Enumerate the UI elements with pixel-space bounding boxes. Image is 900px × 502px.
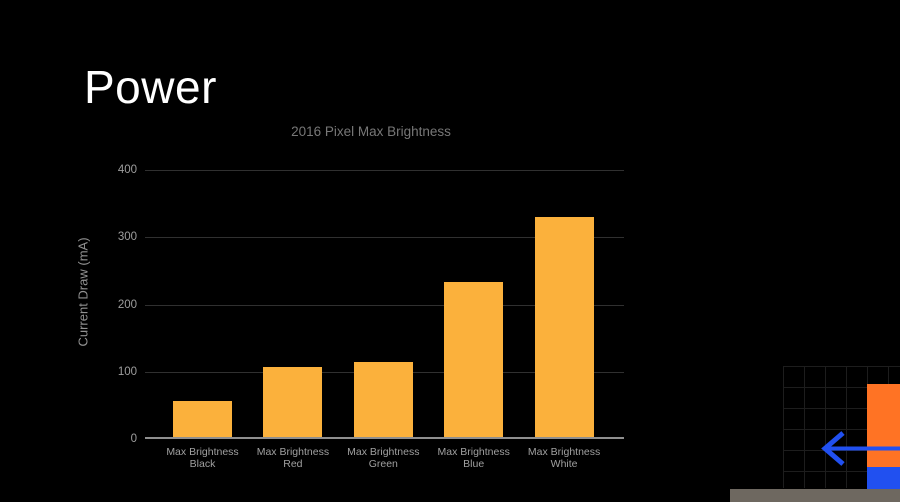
- y-tick-label: 100: [117, 365, 137, 378]
- blue-rect-decoration: [867, 467, 900, 489]
- plot-area: 0 100 200 300 400 Max Brightness Black Max Brig…: [118, 164, 624, 469]
- y-tick-label: 400: [117, 164, 137, 176]
- left-arrow-icon: [821, 431, 900, 466]
- x-tick-label: Max Brightness White: [527, 446, 601, 470]
- orange-rect-decoration: [867, 384, 900, 467]
- x-tick-label: Max Brightness Blue: [437, 446, 510, 470]
- y-tick-label: 200: [117, 298, 137, 311]
- x-axis-line: [145, 437, 624, 439]
- slide-title: Power: [84, 61, 217, 113]
- gridline: [145, 237, 624, 239]
- bar-blue: [444, 282, 504, 437]
- gridline: [145, 304, 624, 306]
- bar-red: [263, 367, 323, 437]
- video-scrubber-bar[interactable]: [730, 489, 900, 502]
- chart-title: 2016 Pixel Max Brightness: [291, 124, 451, 139]
- bar-black: [173, 401, 232, 437]
- gridline: [145, 170, 624, 171]
- x-tick-label: Max Brightness Black: [166, 446, 239, 470]
- bar-white: [534, 217, 594, 437]
- y-tick-label: 0: [130, 433, 137, 445]
- bar-green: [353, 361, 413, 437]
- x-tick-label: Max Brightness Red: [256, 446, 330, 470]
- x-tick-label: Max Brightness Green: [347, 446, 420, 470]
- y-axis-label: Current Draw (mA): [75, 237, 91, 347]
- y-tick-label: 300: [117, 231, 137, 244]
